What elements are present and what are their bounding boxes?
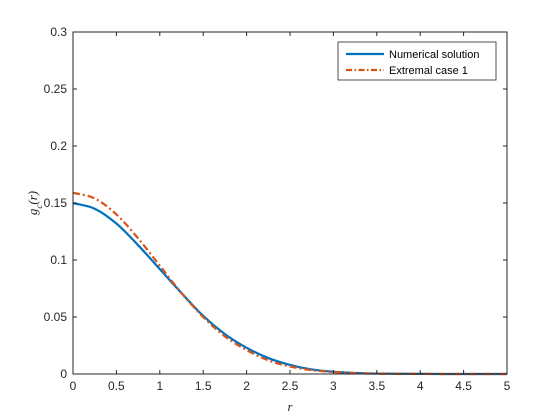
y-tick-label: 0.05 <box>44 310 68 324</box>
x-tick-label: 2.5 <box>282 379 299 393</box>
x-axis-label: r <box>287 399 293 414</box>
x-tick-label: 0.5 <box>108 379 125 393</box>
x-tick-label: 4.5 <box>455 379 472 393</box>
y-axis-label: gc(r) <box>25 191 44 215</box>
x-axis-ticks: 0 0.5 1 1.5 2 2.5 3 3.5 4 4.5 5 <box>70 32 511 393</box>
y-tick-label: 0.15 <box>44 196 68 210</box>
legend: Numerical solution Extremal case 1 <box>337 41 497 81</box>
x-tick-label: 4 <box>417 379 424 393</box>
x-tick-label: 0 <box>70 379 77 393</box>
x-tick-label: 3.5 <box>368 379 385 393</box>
y-axis-ticks: 0 0.05 0.1 0.15 0.2 0.25 0.3 <box>44 25 507 381</box>
x-tick-label: 2 <box>243 379 250 393</box>
x-tick-label: 3 <box>330 379 337 393</box>
y-tick-label: 0.25 <box>44 82 68 96</box>
y-tick-label: 0.3 <box>50 25 67 39</box>
legend-box <box>337 41 497 81</box>
y-tick-label: 0 <box>60 367 67 381</box>
y-tick-label: 0.1 <box>50 253 67 267</box>
x-tick-label: 1.5 <box>195 379 212 393</box>
x-tick-label: 5 <box>504 379 511 393</box>
y-tick-label: 0.2 <box>50 139 67 153</box>
legend-label-extremal: Extremal case 1 <box>389 65 468 77</box>
plot-frame <box>72 31 508 375</box>
plot-background <box>73 32 507 374</box>
legend-label-numerical: Numerical solution <box>389 49 479 61</box>
x-tick-label: 1 <box>156 379 163 393</box>
